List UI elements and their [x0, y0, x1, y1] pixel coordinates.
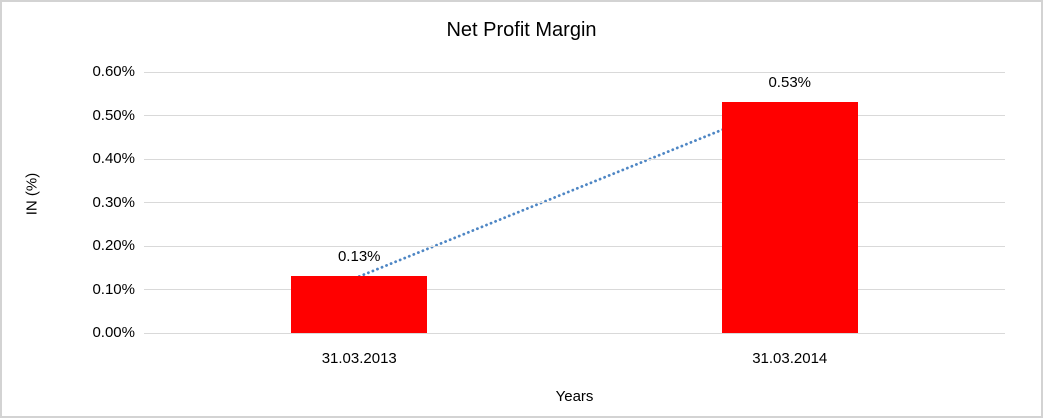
x-axis-title: Years [555, 388, 594, 405]
y-tick-label: 0.30% [92, 193, 135, 211]
gridline [144, 158, 1005, 160]
x-category-label: 31.03.2013 [321, 350, 397, 367]
y-tick-label: 0.50% [92, 106, 135, 124]
bar-data-label: 0.13% [337, 248, 381, 266]
gridline [144, 245, 1005, 247]
y-tick-label: 0.60% [92, 63, 135, 80]
y-tick-label: 0.00% [92, 324, 135, 341]
gridline [144, 202, 1005, 203]
gridline [144, 71, 1005, 73]
gridline [144, 115, 1005, 116]
gridline [144, 289, 1005, 290]
gridline [144, 332, 1005, 334]
y-tick-label: 0.20% [92, 237, 135, 254]
chart-title: Net Profit Margin [446, 19, 597, 41]
y-axis-title: IN (%) [23, 172, 41, 216]
bar-31.03.2014 [721, 102, 858, 333]
bar-data-label: 0.53% [768, 74, 812, 92]
bar-31.03.2013 [291, 276, 428, 333]
y-tick-label: 0.10% [92, 280, 135, 298]
y-tick-label: 0.40% [92, 150, 135, 167]
x-category-label: 31.03.2014 [752, 350, 828, 367]
